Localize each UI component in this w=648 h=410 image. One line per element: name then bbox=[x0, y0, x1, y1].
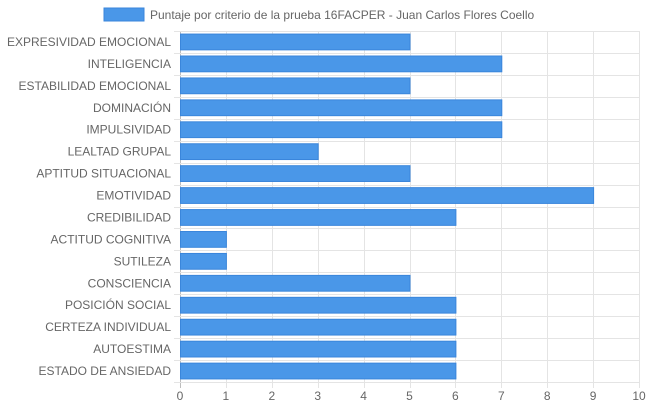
bar[interactable] bbox=[180, 121, 503, 139]
bar[interactable] bbox=[180, 77, 411, 95]
bar[interactable] bbox=[180, 274, 411, 292]
category-label: INTELIGENCIA bbox=[88, 57, 171, 71]
category-label: ESTADO DE ANSIEDAD bbox=[39, 364, 172, 378]
bar[interactable] bbox=[180, 209, 457, 226]
category-label: SUTILEZA bbox=[114, 254, 171, 268]
x-tick-label: 5 bbox=[406, 389, 413, 403]
x-tick-label: 8 bbox=[544, 389, 551, 403]
category-label: CONSCIENCIA bbox=[88, 276, 171, 290]
bar[interactable] bbox=[180, 252, 227, 270]
category-label: POSICIÓN SOCIAL bbox=[65, 297, 171, 312]
legend-swatch bbox=[103, 7, 145, 22]
x-tick-label: 7 bbox=[498, 389, 505, 403]
category-label: APTITUD SITUACIONAL bbox=[36, 167, 171, 181]
x-tick-label: 1 bbox=[223, 389, 230, 403]
x-tick-label: 9 bbox=[590, 389, 597, 403]
bar[interactable] bbox=[180, 296, 457, 314]
category-label: LEALTAD GRUPAL bbox=[68, 145, 172, 159]
bar[interactable] bbox=[180, 99, 503, 117]
bars bbox=[180, 33, 595, 380]
category-label: CREDIBILIDAD bbox=[87, 210, 171, 224]
bar[interactable] bbox=[180, 318, 457, 336]
category-label: DOMINACIÓN bbox=[93, 100, 171, 115]
category-label: IMPULSIVIDAD bbox=[86, 123, 171, 137]
x-tick-label: 6 bbox=[452, 389, 459, 403]
x-tick-label: 4 bbox=[360, 389, 367, 403]
bar[interactable] bbox=[180, 33, 411, 51]
x-axis-ticks: 0 1 2 3 4 5 6 7 8 9 10 bbox=[177, 389, 646, 403]
legend[interactable]: Puntaje por criterio de la prueba 16FACP… bbox=[103, 7, 535, 22]
category-label: CERTEZA INDIVIDUAL bbox=[45, 320, 171, 334]
x-tick-label: 3 bbox=[314, 389, 321, 403]
bar[interactable] bbox=[180, 340, 457, 358]
bar[interactable] bbox=[180, 362, 457, 380]
category-label: ESTABILIDAD EMOCIONAL bbox=[19, 79, 172, 93]
x-tick-label: 0 bbox=[177, 389, 184, 403]
category-labels: EXPRESIVIDAD EMOCIONAL INTELIGENCIA ESTABI… bbox=[7, 35, 171, 378]
legend-label: Puntaje por criterio de la prueba 16FACP… bbox=[150, 8, 535, 22]
bar[interactable] bbox=[180, 231, 227, 248]
bar[interactable] bbox=[180, 165, 411, 182]
category-label: EMOTIVIDAD bbox=[96, 189, 171, 203]
x-tick-label: 2 bbox=[268, 389, 275, 403]
x-tick-label: 10 bbox=[632, 389, 646, 403]
category-label: ACTITUD COGNITIVA bbox=[51, 232, 171, 246]
bar[interactable] bbox=[180, 187, 595, 204]
bar[interactable] bbox=[180, 143, 319, 161]
category-label: EXPRESIVIDAD EMOCIONAL bbox=[7, 35, 171, 49]
bar[interactable] bbox=[180, 55, 503, 73]
category-label: AUTOESTIMA bbox=[93, 342, 171, 356]
